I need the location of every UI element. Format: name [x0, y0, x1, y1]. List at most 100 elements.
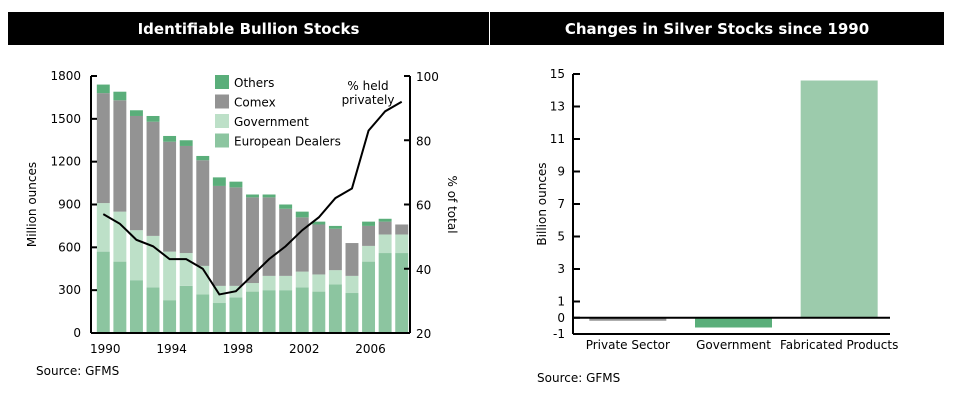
bar-others-1992 — [129, 110, 143, 116]
legend-swatch-others — [215, 75, 229, 89]
bar-government-2001 — [279, 275, 293, 291]
y-tick-label-0: 0 — [73, 326, 81, 340]
bar-government-2003 — [312, 274, 326, 292]
bar-government-1994 — [163, 251, 177, 301]
y-tick-label-900: 900 — [58, 198, 81, 212]
bar-others-1995 — [179, 140, 193, 146]
bar-european-dealers-1998 — [229, 297, 243, 333]
bar-european-dealers-1997 — [212, 303, 226, 333]
bar-european-dealers-2007 — [378, 253, 392, 333]
y-tick-label-13: 13 — [550, 100, 565, 114]
left-source: Source: GFMS — [36, 364, 120, 378]
bar-others-2003 — [312, 221, 326, 225]
bar-comex-1996 — [196, 160, 210, 266]
bar-european-dealers-2004 — [328, 284, 342, 333]
bar-comex-1993 — [146, 121, 160, 236]
y-tick-label-9: 9 — [557, 165, 565, 179]
y-tick-label-3: 3 — [557, 262, 565, 276]
bar-european-dealers-2005 — [345, 293, 359, 333]
right-source: Source: GFMS — [537, 371, 621, 385]
y-tick-label-1200: 1200 — [50, 155, 81, 169]
bar-comex-2005 — [345, 243, 359, 276]
bar-european-dealers-1995 — [179, 285, 193, 333]
bar-european-dealers-1999 — [246, 291, 259, 333]
legend-label-others: Others — [234, 76, 274, 90]
right-chart-title: Changes in Silver Stocks since 1990 — [490, 12, 944, 45]
bar-european-dealers-2003 — [312, 291, 326, 333]
y2-tick-label-80: 80 — [416, 134, 431, 148]
bar-government-2007 — [378, 234, 392, 254]
bar-government — [695, 317, 772, 328]
bar-comex-1999 — [246, 197, 259, 284]
bar-government-2008 — [395, 234, 409, 254]
bar-european-dealers-1991 — [113, 261, 127, 333]
y-tick-label-15: 15 — [550, 67, 565, 81]
left-chart-title: Identifiable Bullion Stocks — [8, 12, 489, 45]
y-tick-label-11: 11 — [550, 132, 565, 146]
bar-comex-1997 — [212, 185, 226, 286]
bar-comex-2008 — [395, 224, 409, 235]
x-tick-label-1998: 1998 — [223, 342, 254, 356]
bar-government-1990 — [96, 203, 110, 252]
x-tick-label-2002: 2002 — [289, 342, 320, 356]
x-tick-label-1990: 1990 — [90, 342, 121, 356]
bar-others-2002 — [295, 211, 309, 218]
y-tick-label-600: 600 — [58, 240, 81, 254]
y-tick-label-0: 0 — [557, 311, 565, 325]
bar-comex-2007 — [378, 221, 392, 235]
x-tick-label-government: Government — [696, 338, 771, 352]
y-tick-label-5: 5 — [557, 230, 565, 244]
bar-comex-1995 — [179, 145, 193, 254]
bar-comex-2003 — [312, 224, 326, 275]
legend-label-comex: Comex — [234, 96, 276, 110]
bar-comex-2006 — [362, 225, 376, 246]
bar-others-2007 — [378, 218, 392, 222]
bar-comex-1992 — [129, 115, 143, 231]
bar-government-2000 — [262, 275, 276, 291]
bar-european-dealers-1990 — [96, 251, 110, 333]
left-chart: 0 300 600 900 1200 1500 1800 20 40 60 80 100 1990 199… — [25, 69, 459, 356]
annotation-line-0: % held — [347, 79, 388, 93]
bar-others-2000 — [262, 194, 276, 198]
legend-label-government: Government — [234, 115, 309, 129]
y-axis-title: Billion ounces — [535, 162, 549, 245]
legend-label-european-dealers: European Dealers — [234, 135, 341, 149]
line-pct-held-privately — [102, 100, 403, 296]
bar-others-1991 — [113, 91, 127, 101]
bar-european-dealers-2008 — [395, 253, 409, 333]
x-tick-label-fabricated-products: Fabricated Products — [780, 338, 898, 352]
y-tick-label-300: 300 — [58, 283, 81, 297]
x-tick-label-private-sector: Private Sector — [586, 338, 670, 352]
y-tick-label-1: 1 — [557, 295, 565, 309]
bar-others-1996 — [196, 155, 210, 161]
bar-others-1994 — [163, 135, 177, 142]
y2-axis-title: % of total — [445, 175, 459, 233]
bar-comex-1994 — [163, 141, 177, 252]
bar-government-1999 — [246, 283, 259, 292]
bar-comex-2004 — [328, 228, 342, 271]
y-axis-title: Million ounces — [25, 162, 39, 247]
bar-government-2004 — [328, 270, 342, 285]
legend-swatch-government — [215, 114, 229, 128]
bar-others-1999 — [246, 194, 259, 198]
bar-government-1991 — [113, 211, 127, 262]
y2-tick-label-60: 60 — [416, 199, 431, 213]
bar-comex-2001 — [279, 208, 293, 276]
bar-private-sector — [589, 317, 667, 321]
bar-government-2002 — [295, 271, 309, 288]
bar-others-1997 — [212, 177, 226, 186]
bar-european-dealers-2001 — [279, 290, 293, 333]
bar-european-dealers-1993 — [146, 287, 160, 333]
bar-others-1990 — [96, 84, 110, 94]
y2-tick-label-20: 20 — [416, 327, 431, 341]
bar-government-1992 — [129, 230, 143, 281]
bar-others-1998 — [229, 181, 243, 188]
bar-comex-2002 — [295, 217, 309, 272]
bar-european-dealers-1996 — [196, 294, 210, 333]
bar-european-dealers-2002 — [295, 287, 309, 333]
bar-european-dealers-2000 — [262, 290, 276, 333]
bar-european-dealers-2006 — [362, 261, 376, 333]
y-tick-label--1: -1 — [553, 327, 565, 341]
bar-comex-1998 — [229, 187, 243, 286]
